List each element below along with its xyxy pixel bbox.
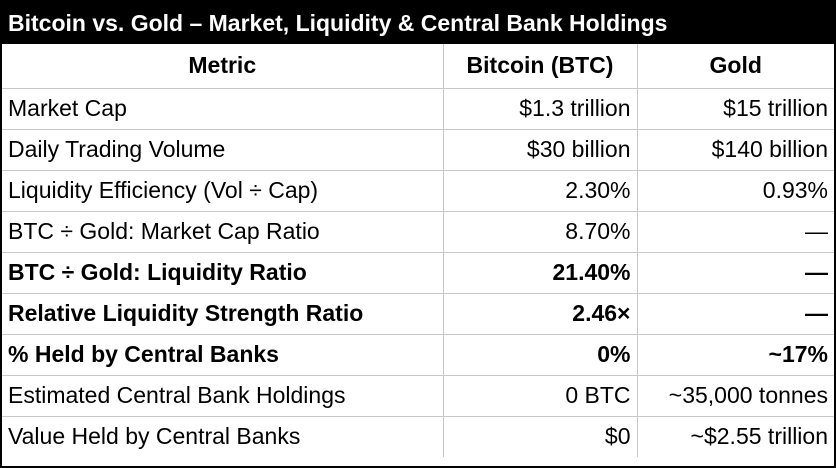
btc-cell: $1.3 trillion — [443, 88, 638, 130]
btc-cell: 2.30% — [443, 170, 638, 212]
metric-cell: Value Held by Central Banks — [2, 416, 444, 457]
comparison-table: Metric Bitcoin (BTC) Gold Market Cap $1.… — [2, 44, 834, 457]
header-metric: Metric — [2, 44, 444, 89]
gold-cell: — — [637, 211, 834, 253]
metric-cell: Market Cap — [2, 88, 444, 130]
btc-cell: 0% — [443, 334, 638, 376]
table-row: Market Cap $1.3 trillion $15 trillion — [2, 88, 834, 130]
table-row: BTC ÷ Gold: Market Cap Ratio 8.70% — — [2, 211, 834, 253]
btc-cell: 2.46× — [443, 293, 638, 335]
gold-cell: 0.93% — [637, 170, 834, 212]
table-row: Relative Liquidity Strength Ratio 2.46× … — [2, 293, 834, 335]
metric-cell: Daily Trading Volume — [2, 129, 444, 171]
btc-cell: 21.40% — [443, 252, 638, 294]
btc-cell: $0 — [443, 416, 638, 457]
table-row: Value Held by Central Banks $0 ~$2.55 tr… — [2, 416, 834, 457]
table-row: BTC ÷ Gold: Liquidity Ratio 21.40% — — [2, 252, 834, 294]
header-bitcoin: Bitcoin (BTC) — [443, 44, 638, 89]
btc-cell: $30 billion — [443, 129, 638, 171]
btc-cell: 8.70% — [443, 211, 638, 253]
table-row: % Held by Central Banks 0% ~17% — [2, 334, 834, 376]
metric-cell: BTC ÷ Gold: Market Cap Ratio — [2, 211, 444, 253]
metric-cell: Estimated Central Bank Holdings — [2, 375, 444, 417]
table-row: Estimated Central Bank Holdings 0 BTC ~3… — [2, 375, 834, 417]
header-row: Metric Bitcoin (BTC) Gold — [2, 44, 834, 89]
gold-cell: ~17% — [637, 334, 834, 376]
metric-cell: Relative Liquidity Strength Ratio — [2, 293, 444, 335]
gold-cell: — — [637, 252, 834, 294]
gold-cell: ~$2.55 trillion — [690, 423, 828, 450]
gold-cell: $140 billion — [637, 129, 834, 171]
header-gold: Gold — [637, 44, 834, 89]
table-row: Daily Trading Volume $30 billion $140 bi… — [2, 129, 834, 171]
metric-cell: % Held by Central Banks — [2, 334, 444, 376]
table-title: Bitcoin vs. Gold – Market, Liquidity & C… — [2, 2, 834, 44]
btc-cell: 0 BTC — [443, 375, 638, 417]
gold-cell: $15 trillion — [637, 88, 834, 130]
table-row: Liquidity Efficiency (Vol ÷ Cap) 2.30% 0… — [2, 170, 834, 212]
gold-cell: ~35,000 tonnes — [637, 375, 834, 417]
metric-cell: BTC ÷ Gold: Liquidity Ratio — [2, 252, 444, 294]
gold-cell: — — [637, 293, 834, 335]
metric-cell: Liquidity Efficiency (Vol ÷ Cap) — [2, 170, 444, 212]
